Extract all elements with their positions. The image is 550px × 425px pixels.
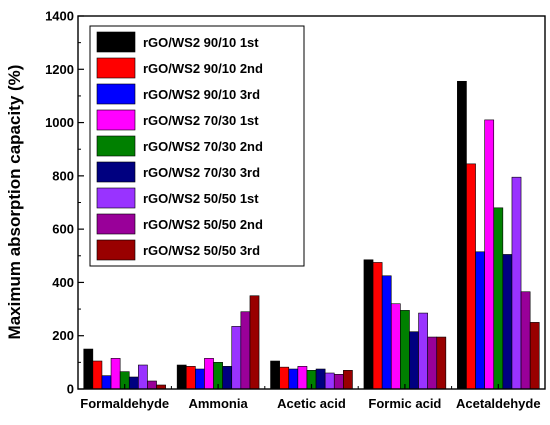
bar — [92, 360, 103, 390]
x-tick-label: Formaldehyde — [80, 396, 169, 411]
y-tick-label: 600 — [52, 222, 74, 237]
bar — [222, 366, 233, 390]
bar — [418, 312, 428, 390]
bar — [484, 119, 495, 390]
y-axis-title: Maximum absorption capacity (%) — [5, 65, 24, 340]
bar — [204, 358, 214, 390]
axes-group: 0 200 400 600 800 1000 1200 1400 Formaldehyde Amm… — [45, 9, 546, 411]
legend-swatch — [96, 83, 136, 105]
legend-swatch — [96, 57, 136, 79]
bar — [457, 80, 467, 390]
bar — [324, 372, 335, 390]
bar — [138, 364, 148, 390]
bars-group — [83, 80, 540, 390]
bar — [270, 360, 280, 390]
bar — [288, 368, 299, 390]
legend-label: rGO/WS2 90/10 3rd — [143, 87, 260, 102]
legend-swatch — [96, 109, 136, 131]
y-tick-label: 0 — [67, 382, 74, 397]
legend-label: rGO/WS2 50/50 1st — [143, 191, 259, 206]
y-tick-label: 1200 — [45, 62, 74, 77]
bar — [185, 366, 196, 390]
y-tick-label: 1000 — [45, 115, 74, 130]
bar — [475, 251, 485, 390]
bar — [372, 262, 383, 390]
bar — [110, 358, 121, 390]
bar — [502, 254, 513, 390]
legend-swatch — [96, 213, 136, 235]
legend-label: rGO/WS2 50/50 3rd — [143, 243, 260, 258]
bar — [333, 374, 344, 390]
y-tick-label: 800 — [52, 168, 74, 183]
bar — [101, 375, 112, 390]
bar — [466, 163, 476, 390]
bar — [400, 310, 410, 390]
bar — [297, 366, 308, 390]
bar — [493, 207, 504, 390]
bar — [128, 376, 139, 390]
bar — [343, 370, 353, 390]
bar — [83, 348, 94, 390]
bar — [409, 331, 419, 390]
x-tick-label: Formic acid — [368, 396, 441, 411]
bar — [279, 366, 290, 390]
legend-label: rGO/WS2 50/50 2nd — [143, 217, 263, 232]
y-tick-label: 400 — [52, 275, 74, 290]
legend-swatch — [96, 187, 136, 209]
legend-label: rGO/WS2 70/30 1st — [143, 113, 259, 128]
x-tick-label: Acetaldehyde — [456, 396, 541, 411]
bar — [315, 368, 326, 390]
legend-label: rGO/WS2 90/10 1st — [143, 35, 259, 50]
bar — [195, 368, 205, 390]
bar — [381, 275, 392, 390]
legend-label: rGO/WS2 70/30 2nd — [143, 139, 263, 154]
bar — [363, 259, 374, 390]
bar — [240, 311, 251, 390]
legend-swatch — [96, 239, 136, 261]
bar — [529, 322, 540, 390]
legend-label: rGO/WS2 70/30 3rd — [143, 165, 260, 180]
y-tick-label: 1400 — [45, 9, 74, 24]
legend: rGO/WS2 90/10 1st rGO/WS2 90/10 2nd rGO/WS… — [89, 25, 305, 267]
bar — [390, 303, 401, 390]
legend-label: rGO/WS2 90/10 2nd — [143, 61, 263, 76]
bar — [176, 364, 187, 390]
y-tick-label: 200 — [52, 328, 74, 343]
x-tick-label: Acetic acid — [277, 396, 346, 411]
bar — [520, 291, 531, 390]
legend-swatch — [96, 135, 136, 157]
bar — [436, 336, 447, 390]
bar — [511, 176, 522, 390]
x-tick-label: Ammonia — [188, 396, 248, 411]
legend-swatch — [96, 31, 136, 53]
bar — [231, 326, 242, 390]
bar — [427, 336, 438, 390]
legend-swatch — [96, 161, 136, 183]
bar — [249, 295, 260, 390]
bar — [147, 380, 157, 390]
